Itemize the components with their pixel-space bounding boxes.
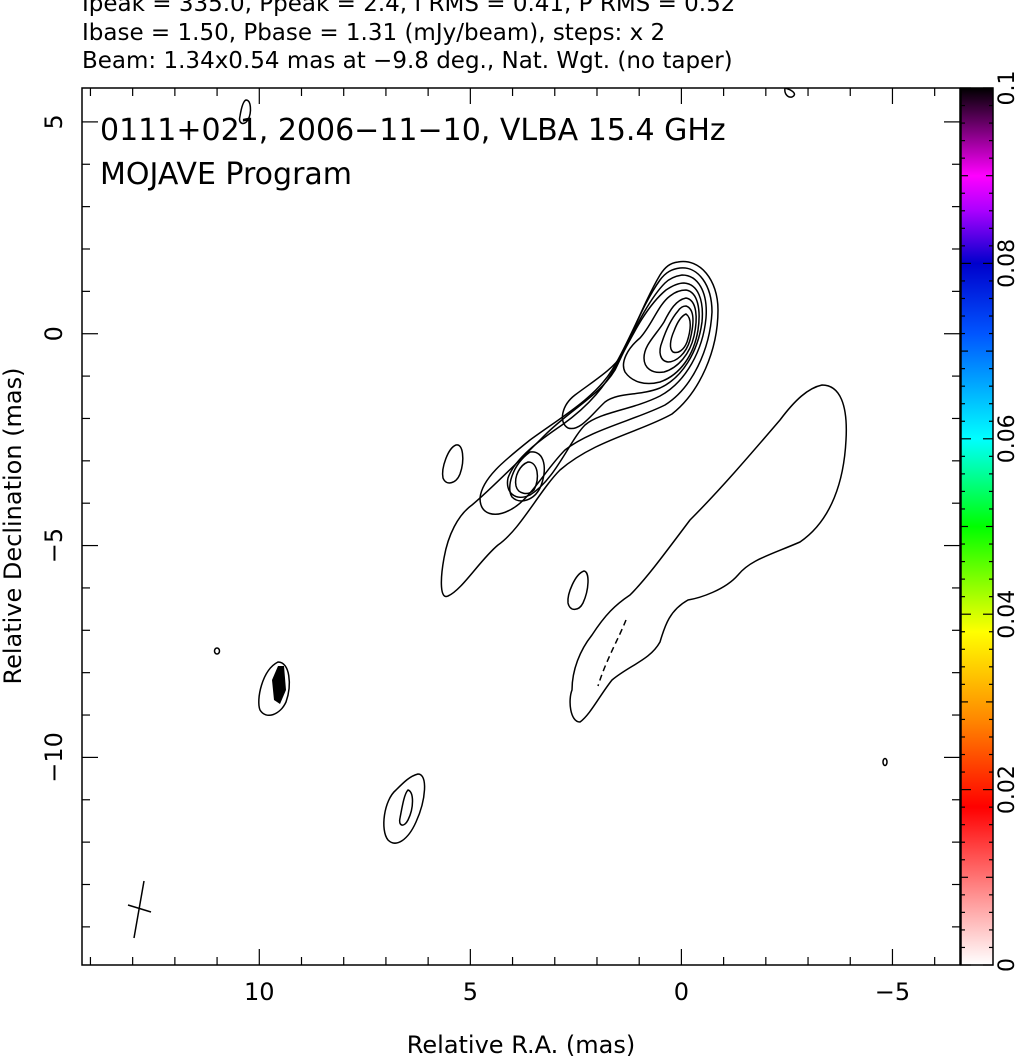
contour-jet-outer bbox=[440, 260, 719, 598]
colorbar-tick-label: 0.08 bbox=[995, 239, 1020, 288]
x-axis-label: Relative R.A. (mas) bbox=[407, 1031, 635, 1059]
beam-marker bbox=[127, 880, 152, 939]
contour-top-left bbox=[238, 99, 252, 125]
contour-jet-3 bbox=[506, 274, 707, 499]
colorbar-tick-labels: 0 0.02 0.04 0.06 0.08 0.1 bbox=[995, 71, 1020, 973]
contour-island-a bbox=[441, 444, 464, 484]
contour-blob-lower bbox=[383, 773, 426, 844]
plot-title: 0111+021, 2006−11−10, VLBA 15.4 GHz bbox=[100, 113, 726, 148]
y-axis-label: Relative Declination (mas) bbox=[0, 367, 27, 684]
contour-jet-5 bbox=[622, 289, 700, 385]
contour-small-2 bbox=[882, 757, 888, 767]
plot-subtitle: MOJAVE Program bbox=[100, 157, 352, 192]
x-tick-label: −5 bbox=[875, 978, 910, 1006]
contour-island-b bbox=[567, 570, 589, 611]
header-line-peaks: Ipeak = 335.0, Ppeak = 2.4, I RMS = 0.41… bbox=[82, 0, 736, 17]
x-tick-label: 5 bbox=[463, 978, 478, 1006]
y-tick-label: 5 bbox=[40, 114, 68, 129]
y-tick-label: 0 bbox=[40, 326, 68, 341]
colorbar-tick-label: 0.1 bbox=[995, 71, 1020, 106]
contour-negative bbox=[597, 619, 627, 687]
header-line-base: Ibase = 1.50, Pbase = 1.31 (mJy/beam), s… bbox=[82, 20, 666, 46]
colorbar-ticks bbox=[961, 87, 993, 966]
plot-frame bbox=[81, 87, 961, 966]
y-tick-label: −5 bbox=[40, 528, 68, 563]
contour-lines bbox=[213, 88, 888, 844]
contour-knot-1 bbox=[509, 451, 546, 502]
colorbar-tick-label: 0.02 bbox=[995, 765, 1020, 814]
colorbar-tick-label: 0 bbox=[995, 958, 1020, 972]
y-tick-label: −10 bbox=[40, 732, 68, 783]
contour-jet-2 bbox=[479, 267, 713, 515]
contour-jet-7 bbox=[659, 305, 694, 363]
colorbar-tick-label: 0.04 bbox=[995, 590, 1020, 639]
axis-tick-labels: 10 5 0 −5 5 0 −5 −10 bbox=[40, 114, 910, 1006]
contour-knot-2 bbox=[514, 461, 539, 495]
contour-blob-lower-inner bbox=[398, 789, 414, 826]
polarization-patch bbox=[272, 666, 286, 704]
header-line-beam: Beam: 1.34x0.54 mas at −9.8 deg., Nat. W… bbox=[82, 48, 733, 74]
contour-blob-left bbox=[258, 661, 291, 717]
x-tick-label: 0 bbox=[674, 978, 689, 1006]
x-tick-label: 10 bbox=[244, 978, 275, 1006]
axis-ticks bbox=[82, 88, 960, 965]
contour-lobe bbox=[569, 384, 848, 723]
contour-jet-6 bbox=[643, 297, 697, 374]
contour-jet-4 bbox=[561, 282, 704, 430]
contour-jet-8 bbox=[669, 313, 691, 354]
contour-top-right bbox=[784, 88, 796, 98]
contour-small-1 bbox=[213, 647, 221, 655]
colorbar-tick-label: 0.06 bbox=[995, 414, 1020, 463]
